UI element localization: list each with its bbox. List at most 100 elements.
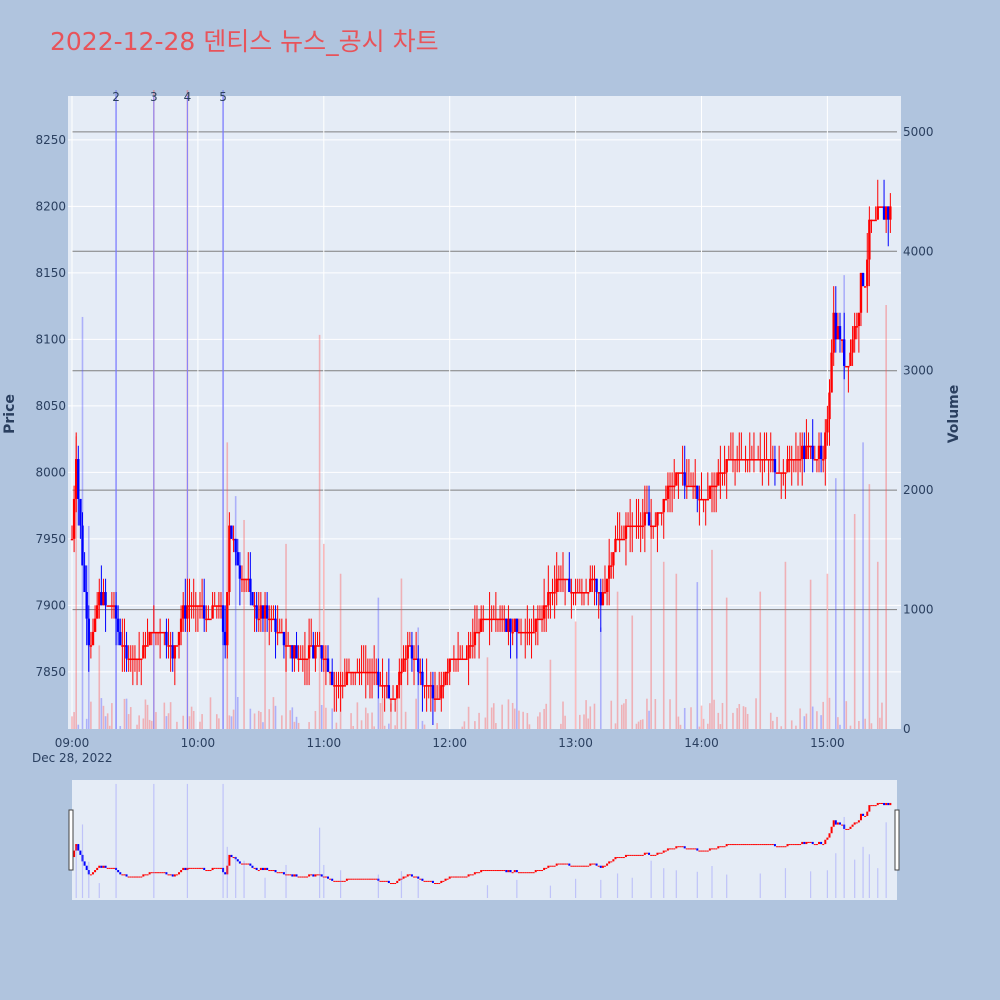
candle-body	[171, 645, 174, 659]
volume-bar	[364, 707, 367, 729]
preview-candle	[427, 880, 430, 882]
preview-candle	[423, 880, 426, 882]
preview-candle	[654, 854, 657, 856]
preview-candle	[719, 846, 722, 848]
preview-candle	[710, 848, 713, 850]
preview-candle	[404, 876, 407, 878]
volume-bar	[876, 561, 879, 729]
preview-candle	[463, 876, 466, 878]
candle-body	[213, 605, 216, 607]
preview-candle	[849, 826, 852, 829]
candle-body	[656, 512, 659, 526]
candle-body	[456, 658, 460, 661]
candle-body	[223, 631, 227, 646]
volume-bar	[862, 442, 864, 729]
candle-body	[517, 631, 521, 634]
preview-candle	[559, 863, 562, 865]
volume-bar	[675, 573, 678, 729]
volume-bar	[127, 714, 130, 729]
candle-body	[219, 605, 223, 607]
candle-body	[215, 605, 218, 607]
candle-body	[824, 432, 827, 460]
candle-body	[620, 538, 623, 541]
preview-candle	[146, 874, 149, 876]
candle-body	[643, 512, 647, 526]
candle-body	[626, 525, 630, 528]
volume-bar	[243, 519, 245, 729]
candle-body	[261, 605, 265, 619]
preview-candle	[648, 852, 651, 855]
range-slider-right-handle[interactable]	[894, 809, 900, 871]
volume-bar	[474, 721, 476, 729]
preview-volume-bar	[675, 870, 677, 898]
candle-body	[255, 605, 258, 619]
preview-candle	[259, 867, 262, 871]
candle-body	[675, 472, 678, 486]
volume-bar	[188, 716, 191, 729]
candle-body	[196, 605, 200, 607]
volume-bar	[623, 703, 625, 729]
preview-candle	[222, 867, 225, 873]
candle-body	[813, 459, 817, 461]
volume-bar	[404, 711, 407, 729]
preview-candle	[415, 876, 418, 878]
volume-bar	[308, 722, 310, 729]
candle-body	[545, 605, 548, 607]
preview-candle	[624, 854, 627, 858]
preview-volume-bar	[877, 868, 879, 898]
preview-candle	[486, 870, 489, 872]
preview-candle	[436, 883, 439, 885]
candle-body	[832, 312, 835, 353]
preview-volume-bar	[486, 885, 489, 898]
candle-body	[280, 631, 284, 634]
candle-body	[622, 538, 626, 541]
candle-body	[782, 472, 785, 474]
volume-bar	[853, 514, 856, 729]
candle-body	[240, 578, 244, 581]
candle-body	[192, 605, 195, 607]
volume-bar	[73, 712, 75, 729]
preview-candle	[324, 876, 327, 878]
preview-candle	[75, 844, 78, 851]
candle-body	[801, 445, 804, 460]
candle-body	[748, 459, 751, 461]
preview-candle	[589, 863, 592, 866]
candle-body	[731, 459, 735, 461]
preview-candle	[322, 876, 325, 878]
preview-candle	[704, 850, 707, 852]
candle-body	[717, 472, 720, 486]
preview-volume-bar	[835, 853, 837, 898]
preview-candle	[131, 876, 134, 878]
preview-candle	[316, 874, 319, 876]
volume-bar	[654, 699, 657, 729]
volume-bar	[396, 698, 399, 729]
candle-body	[370, 671, 374, 674]
range-slider[interactable]	[72, 780, 897, 900]
volume-bar	[264, 615, 266, 729]
candle-body	[553, 592, 556, 594]
preview-candle	[274, 870, 277, 873]
candle-body	[297, 658, 300, 661]
candle-body	[859, 272, 863, 313]
preview-volume-bar	[696, 871, 698, 898]
range-slider-left-handle[interactable]	[68, 809, 74, 871]
candle-body	[158, 631, 162, 634]
volume-bar	[379, 703, 382, 729]
candle-body	[845, 365, 848, 368]
preview-candle	[125, 874, 128, 877]
volume-bar	[463, 721, 466, 729]
candle-body	[83, 565, 86, 593]
candle-body	[324, 658, 328, 661]
volume-bar	[394, 725, 396, 729]
volume-bar	[625, 699, 627, 729]
preview-candle	[874, 805, 877, 807]
volume-bar	[486, 657, 489, 729]
volume-bar	[709, 703, 711, 729]
volume-bar	[138, 715, 140, 729]
preview-candle	[469, 874, 472, 876]
candle-body	[268, 618, 271, 621]
volume-bar	[849, 725, 852, 729]
volume-bar	[870, 723, 873, 729]
volume-bar	[843, 275, 845, 729]
preview-candle	[522, 872, 525, 874]
